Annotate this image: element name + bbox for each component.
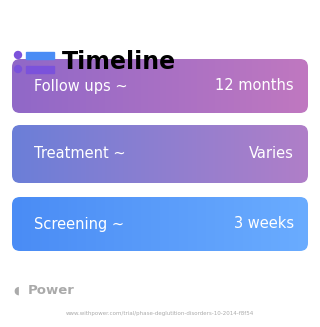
Text: ◖: ◖: [13, 286, 19, 296]
Text: 12 months: 12 months: [215, 78, 294, 94]
Text: Varies: Varies: [249, 146, 294, 162]
Bar: [26, 51, 54, 59]
Text: Screening ~: Screening ~: [34, 216, 124, 232]
Text: Follow ups ~: Follow ups ~: [34, 78, 128, 94]
Circle shape: [14, 51, 21, 59]
Bar: [26, 65, 54, 73]
Text: Timeline: Timeline: [62, 50, 176, 74]
Circle shape: [14, 65, 21, 73]
Text: Power: Power: [28, 284, 75, 298]
Text: www.withpower.com/trial/phase-deglutition-disorders-10-2014-f8f54: www.withpower.com/trial/phase-deglutitio…: [66, 311, 254, 316]
Text: Treatment ~: Treatment ~: [34, 146, 126, 162]
Text: 3 weeks: 3 weeks: [234, 216, 294, 232]
